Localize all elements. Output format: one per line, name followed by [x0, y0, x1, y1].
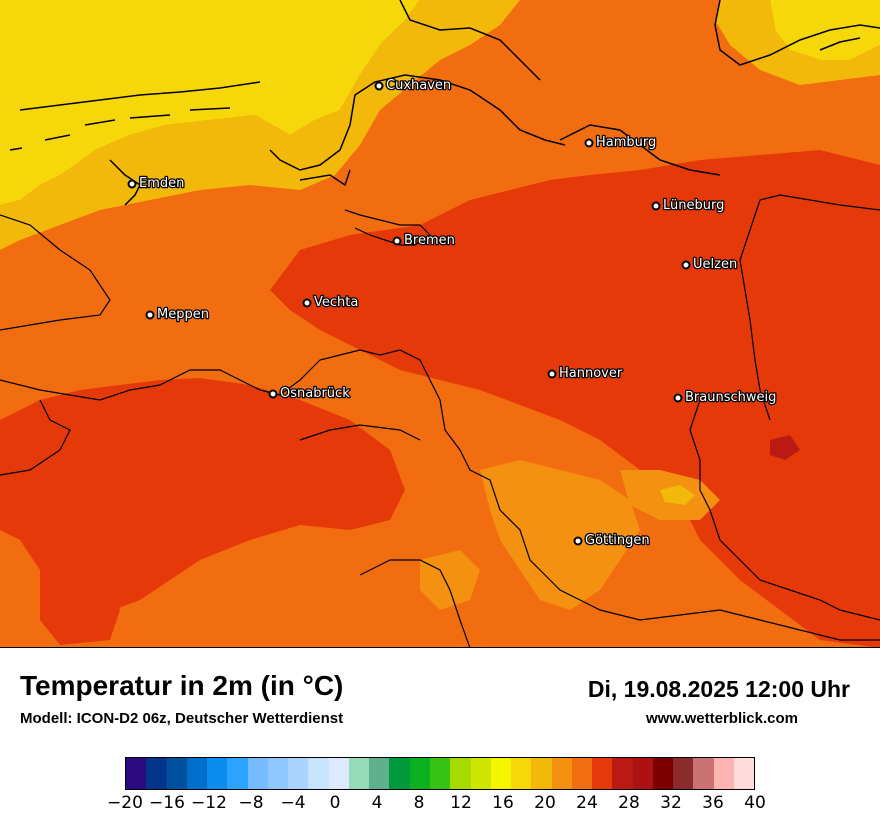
- north-sea: [0, 0, 420, 205]
- legend-swatch: [146, 758, 167, 789]
- city-label: Hamburg: [596, 135, 656, 150]
- legend-swatch: [713, 758, 734, 789]
- legend-swatch: [733, 758, 755, 789]
- city-label: Emden: [139, 176, 184, 191]
- hot-zone-central: [270, 150, 880, 647]
- coastlines: [9, 0, 880, 206]
- cool-patch-south: [480, 460, 640, 610]
- map-title: Temperatur in 2m (in °C): [20, 670, 344, 701]
- legend-tick-label: 40: [744, 793, 766, 813]
- city-marker: [547, 369, 557, 379]
- legend-swatch: [693, 758, 714, 789]
- city-label: Cuxhaven: [386, 78, 451, 93]
- city-label: Göttingen: [585, 533, 650, 548]
- legend-swatch: [551, 758, 572, 789]
- legend-tick-label: −16: [149, 793, 185, 813]
- city-marker: [651, 201, 661, 211]
- hot-zone-southwest: [40, 560, 120, 645]
- legend-swatch: [673, 758, 694, 789]
- city-marker: [584, 138, 594, 148]
- hot-zone-west: [0, 378, 405, 615]
- legend-tick-label: 0: [329, 793, 341, 813]
- legend-swatch: [450, 758, 471, 789]
- legend-tick-label: −20: [107, 793, 143, 813]
- legend-swatch: [308, 758, 329, 789]
- legend-tick-label: 20: [534, 793, 556, 813]
- legend-swatch: [166, 758, 187, 789]
- legend-swatch: [632, 758, 653, 789]
- website-link[interactable]: www.wetterblick.com: [646, 710, 798, 727]
- legend-swatch: [267, 758, 289, 789]
- legend-swatch: [207, 758, 228, 789]
- forecast-datetime: Di, 19.08.2025 12:00 Uhr: [587, 676, 850, 702]
- city-marker: [302, 298, 312, 308]
- legend-swatch: [592, 758, 613, 789]
- legend-tick-label: 8: [413, 793, 425, 813]
- city-marker: [127, 179, 137, 189]
- city-markers: Cuxhaven Hamburg Emden Lüneburg Bremen Uelzen…: [127, 77, 778, 549]
- city-marker: [681, 260, 691, 270]
- city-label: Vechta: [314, 295, 358, 310]
- temperature-map: Cuxhaven Hamburg Emden Lüneburg Bremen Uelzen…: [0, 0, 880, 648]
- color-legend: [125, 757, 755, 790]
- legend-swatch: [409, 758, 430, 789]
- model-info: Modell: ICON-D2 06z, Deutscher Wetterdie…: [20, 710, 344, 727]
- city-marker: [268, 389, 278, 399]
- legend-swatch: [369, 758, 390, 789]
- northeast-warm-band: [715, 0, 880, 85]
- city-marker: [374, 81, 384, 91]
- state-borders: [0, 194, 880, 647]
- city-label: Lüneburg: [663, 198, 724, 213]
- city-label: Braunschweig: [685, 390, 776, 405]
- warm-spot-harz: [660, 485, 695, 505]
- hot-spot-east: [770, 435, 800, 460]
- legend-tick-label: −12: [191, 793, 227, 813]
- city-label: Uelzen: [693, 257, 737, 272]
- legend-tick-label: 16: [492, 793, 514, 813]
- legend-ticks: −20 −16 −12 −8 −4 0 4 8 12 16 20 24 28 32 36 40: [107, 790, 766, 820]
- legend-tick-label: 24: [576, 793, 598, 813]
- map-canvas: Cuxhaven Hamburg Emden Lüneburg Bremen Uelzen…: [0, 0, 880, 647]
- legend-swatch: [429, 758, 451, 789]
- legend-swatch: [126, 758, 147, 789]
- legend-swatch: [470, 758, 491, 789]
- legend-swatch: [612, 758, 633, 789]
- legend-swatch: [531, 758, 552, 789]
- city-marker: [573, 536, 583, 546]
- legend-swatch: [571, 758, 593, 789]
- city-label: Osnabrück: [280, 386, 350, 401]
- city-marker: [673, 393, 683, 403]
- legend-tick-label: −8: [238, 793, 264, 813]
- legend-swatch: [348, 758, 370, 789]
- city-marker: [392, 236, 402, 246]
- legend-swatch: [288, 758, 309, 789]
- city-marker: [145, 310, 155, 320]
- legend-swatch: [652, 758, 674, 789]
- city-label: Meppen: [157, 307, 209, 322]
- legend-tick-label: −4: [280, 793, 306, 813]
- city-label: Bremen: [404, 233, 455, 248]
- legend-tick-label: 32: [660, 793, 682, 813]
- legend-swatch: [247, 758, 268, 789]
- legend-swatch: [186, 758, 208, 789]
- baltic-sea: [770, 0, 880, 60]
- legend-tick-label: 36: [702, 793, 724, 813]
- legend-swatch: [227, 758, 248, 789]
- legend-swatch: [328, 758, 349, 789]
- legend-swatch: [490, 758, 512, 789]
- legend-swatch: [511, 758, 532, 789]
- city-label: Hannover: [559, 366, 623, 381]
- legend-tick-label: 12: [450, 793, 472, 813]
- cool-patch-southwest: [420, 550, 480, 610]
- legend-tick-label: 4: [371, 793, 383, 813]
- legend-swatch: [389, 758, 410, 789]
- legend-tick-label: 28: [618, 793, 640, 813]
